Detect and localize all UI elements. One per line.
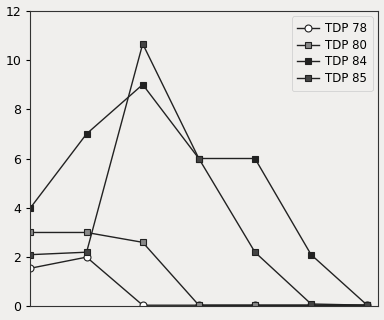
TDP 80 xyxy=(253,303,257,307)
TDP 84 xyxy=(253,156,257,160)
Line: TDP 84: TDP 84 xyxy=(28,82,370,308)
TDP 78 xyxy=(253,303,257,307)
TDP 78 xyxy=(197,303,201,307)
Line: TDP 80: TDP 80 xyxy=(28,230,370,308)
Line: TDP 85: TDP 85 xyxy=(28,41,370,308)
TDP 85 xyxy=(365,303,369,307)
TDP 80 xyxy=(365,303,369,307)
TDP 84 xyxy=(365,303,369,307)
TDP 85 xyxy=(28,253,33,257)
TDP 85 xyxy=(84,250,89,254)
TDP 80 xyxy=(84,230,89,234)
TDP 78 xyxy=(365,303,369,307)
TDP 80 xyxy=(28,230,33,234)
TDP 78 xyxy=(84,255,89,259)
TDP 84 xyxy=(141,83,145,86)
TDP 80 xyxy=(309,303,313,307)
TDP 80 xyxy=(141,240,145,244)
TDP 84 xyxy=(197,156,201,160)
TDP 84 xyxy=(28,206,33,210)
TDP 85 xyxy=(253,250,257,254)
TDP 85 xyxy=(197,156,201,160)
TDP 80 xyxy=(197,303,201,307)
TDP 85 xyxy=(309,302,313,306)
Line: TDP 78: TDP 78 xyxy=(27,254,371,309)
TDP 78 xyxy=(309,303,313,307)
TDP 85 xyxy=(141,42,145,46)
TDP 84 xyxy=(309,253,313,257)
Legend: TDP 78, TDP 80, TDP 84, TDP 85: TDP 78, TDP 80, TDP 84, TDP 85 xyxy=(291,16,372,91)
TDP 84 xyxy=(84,132,89,136)
TDP 78 xyxy=(141,303,145,307)
TDP 78 xyxy=(28,266,33,270)
